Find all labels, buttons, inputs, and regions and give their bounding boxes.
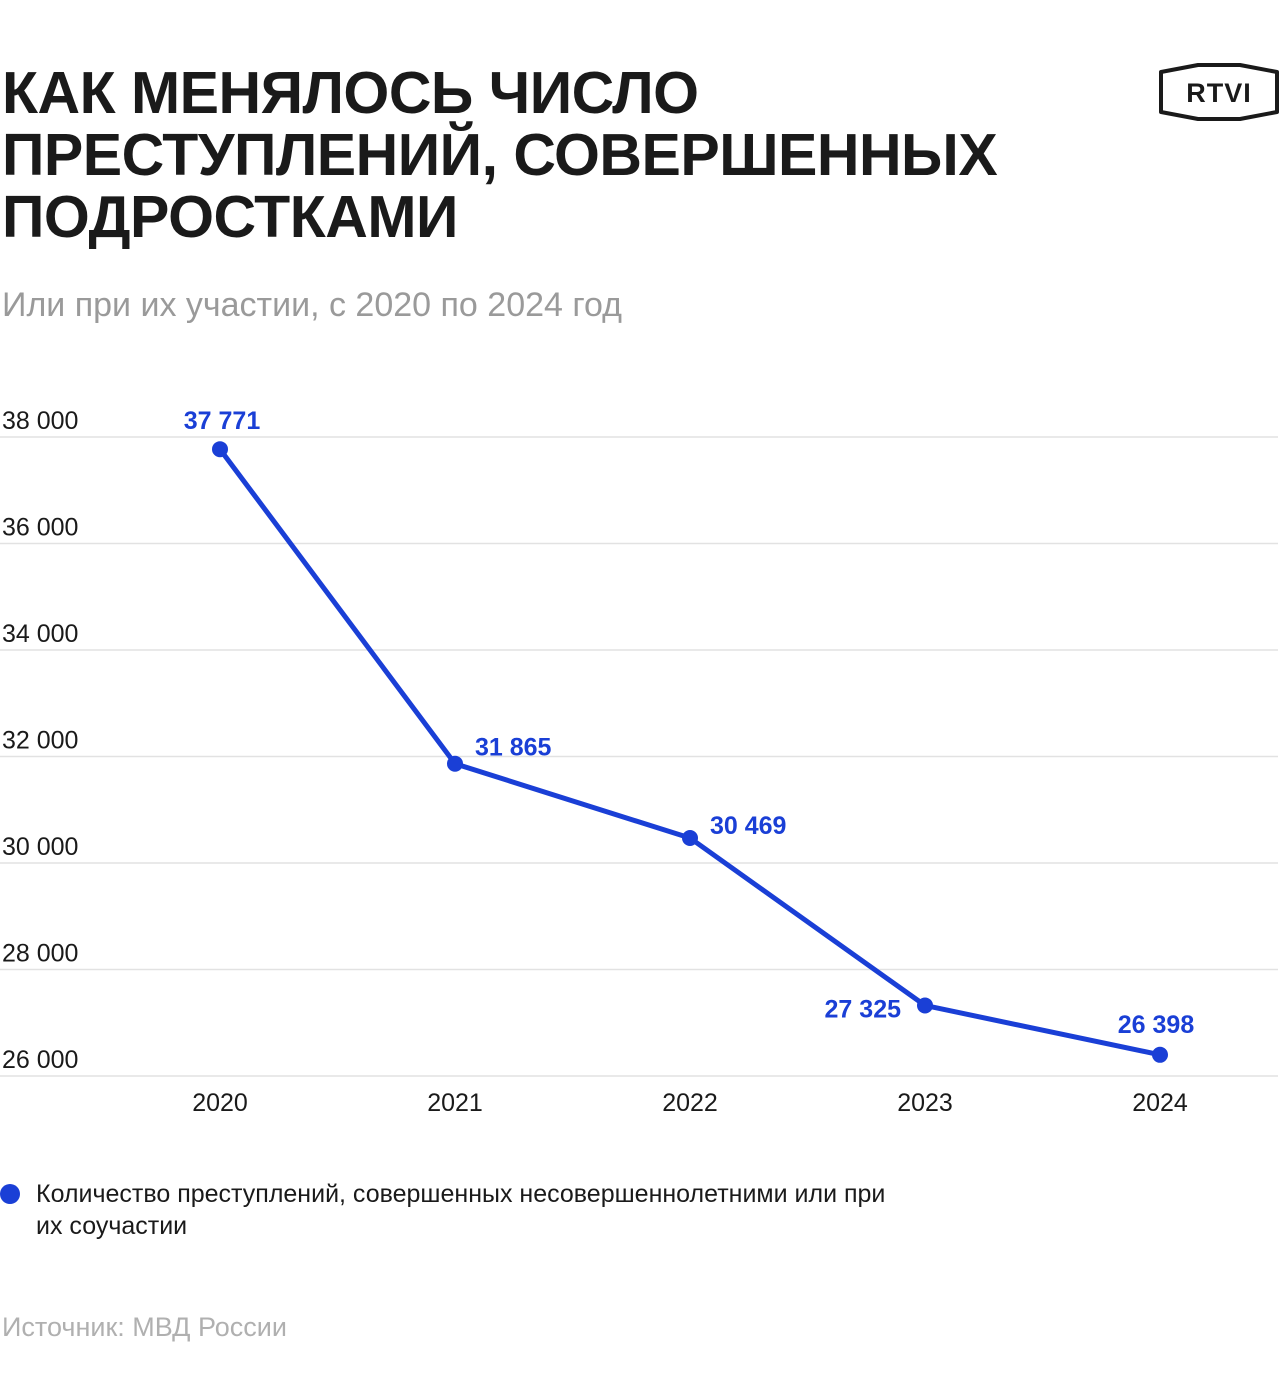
data-point [682, 830, 698, 847]
legend: Количество преступлений, совершенных нес… [0, 1178, 920, 1242]
y-tick-label: 36 000 [2, 514, 78, 542]
data-point [1152, 1046, 1168, 1063]
chart-subtitle: Или при их участии, с 2020 по 2024 год [2, 286, 623, 324]
x-tick-label: 2023 [897, 1089, 953, 1117]
x-tick-label: 2022 [662, 1089, 718, 1117]
data-point [917, 997, 933, 1014]
series-line [217, 446, 1163, 1058]
y-tick-label: 32 000 [2, 727, 78, 755]
x-tick-label: 2024 [1132, 1089, 1188, 1117]
data-label: 27 325 [825, 995, 902, 1023]
y-tick-label: 28 000 [2, 940, 78, 968]
legend-label: Количество преступлений, совершенных нес… [36, 1180, 886, 1240]
y-tick-label: 38 000 [2, 407, 78, 435]
y-tick-label: 34 000 [2, 620, 78, 648]
x-tick-label: 2020 [192, 1089, 248, 1117]
data-point [447, 755, 463, 772]
data-label: 31 865 [475, 734, 552, 762]
line-chart: 26 000 28 000 30 000 32 000 34 000 36 000 38 0… [0, 407, 1278, 1117]
data-point [212, 441, 228, 458]
x-tick-label: 2021 [427, 1089, 483, 1117]
legend-marker [0, 1184, 20, 1204]
data-label: 37 771 [184, 407, 261, 435]
data-label: 26 398 [1118, 1011, 1195, 1039]
rtvi-logo: RTVI [1159, 63, 1279, 121]
data-label: 30 469 [710, 812, 786, 840]
source-note: Источник: МВД России [2, 1312, 287, 1342]
y-tick-label: 30 000 [2, 833, 78, 861]
y-tick-label: 26 000 [2, 1046, 78, 1074]
chart-title: КАК МЕНЯЛОСЬ ЧИСЛО ПРЕСТУПЛЕНИЙ, СОВЕРШЕ… [2, 60, 998, 250]
logo-text: RTVI [1186, 78, 1252, 108]
